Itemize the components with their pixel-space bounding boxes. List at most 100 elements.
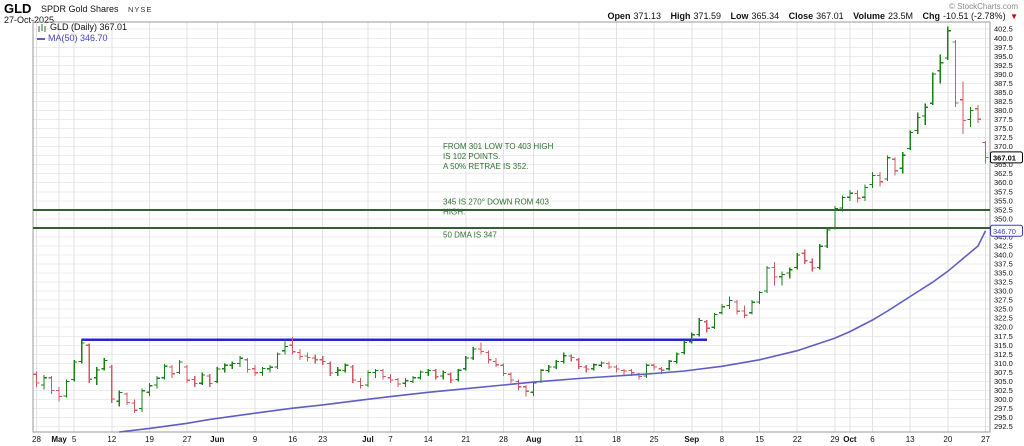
svg-text:22: 22 [793,435,802,444]
svg-text:397.5: 397.5 [994,43,1013,52]
ohlc-quote-bar: Open 371.13 High 371.59 Low 365.34 Close 367… [607,11,1018,21]
svg-text:307.5: 307.5 [994,368,1013,377]
svg-text:Aug: Aug [526,435,542,444]
svg-text:302.5: 302.5 [994,386,1013,395]
ma-value-badge [990,224,1023,237]
svg-text:Jun: Jun [210,435,224,444]
svg-text:382.5: 382.5 [994,97,1013,106]
svg-text:370.0: 370.0 [994,142,1013,151]
svg-text:322.5: 322.5 [994,314,1013,323]
chg-label: Chg [922,11,941,21]
svg-text:352.5: 352.5 [994,205,1013,214]
ohlc-bars [33,26,989,413]
close-label: Close [788,11,814,21]
volume-label: Volume [853,11,885,21]
low-value: 365.34 [751,11,780,21]
svg-text:315.0: 315.0 [994,341,1013,350]
ohlc-series-icon [38,24,46,32]
svg-text:16: 16 [288,435,297,444]
svg-text:340.0: 340.0 [994,250,1013,259]
price-series-label: GLD (Daily) 367.01 [50,22,128,33]
svg-text:360.0: 360.0 [994,178,1013,187]
svg-text:28: 28 [499,435,508,444]
svg-text:387.5: 387.5 [994,79,1013,88]
svg-text:335.0: 335.0 [994,269,1013,278]
svg-text:325.0: 325.0 [994,305,1013,314]
svg-text:350.0: 350.0 [994,214,1013,223]
security-name: SPDR Gold Shares [41,4,119,14]
svg-text:392.5: 392.5 [994,61,1013,70]
svg-text:5: 5 [72,435,77,444]
svg-text:13: 13 [906,435,915,444]
svg-text:342.5: 342.5 [994,241,1013,250]
svg-text:9: 9 [253,435,258,444]
x-axis-labels: 28 May 5 12 19 27 Jun 9 16 23 Jul 7 14 21 28 Aug 11 18 25 S… [32,435,990,444]
svg-text:402.5: 402.5 [994,25,1013,34]
down-arrow-icon: ▼ [1010,12,1018,21]
svg-text:29: 29 [830,435,839,444]
high-label: High [670,11,691,21]
svg-text:395.0: 395.0 [994,52,1013,61]
chg-value: -10.51 (-2.78%) [943,11,1006,21]
svg-text:330.0: 330.0 [994,287,1013,296]
svg-text:320.0: 320.0 [994,323,1013,332]
svg-text:27: 27 [981,435,990,444]
copyright-notice: © StockCharts.com [948,2,1018,11]
svg-text:400.0: 400.0 [994,34,1013,43]
svg-text:327.5: 327.5 [994,296,1013,305]
annotation-text: 50 DMA IS 347 [443,230,497,239]
svg-text:6: 6 [870,435,875,444]
open-value: 371.13 [633,11,661,21]
svg-text:357.5: 357.5 [994,187,1013,196]
svg-text:12: 12 [107,435,116,444]
ma-series-label: MA(50) 346.70 [48,33,108,43]
svg-text:Sep: Sep [684,435,699,444]
high-value: 371.59 [693,11,722,21]
svg-text:367.01: 367.01 [993,153,1016,162]
svg-text:292.5: 292.5 [994,422,1013,431]
svg-text:337.5: 337.5 [994,260,1013,269]
svg-text:385.0: 385.0 [994,88,1013,97]
ma-line-swatch-icon [37,37,45,40]
svg-text:312.5: 312.5 [994,350,1013,359]
svg-text:14: 14 [424,435,433,444]
svg-text:7: 7 [388,435,393,444]
close-value-badge [990,151,1023,164]
svg-text:305.0: 305.0 [994,377,1013,386]
volume-value: 23.5M [888,11,914,21]
svg-text:18: 18 [612,435,621,444]
svg-text:19: 19 [145,435,154,444]
annotation-text: FROM 301 LOW TO 403 HIGH [443,142,554,151]
svg-text:297.5: 297.5 [994,404,1013,413]
svg-text:11: 11 [575,435,584,444]
svg-text:Jul: Jul [362,435,374,444]
svg-text:25: 25 [650,435,659,444]
svg-text:355.0: 355.0 [994,196,1013,205]
svg-text:365.0: 365.0 [994,160,1013,169]
ticker-symbol: GLD [4,1,32,16]
svg-text:May: May [51,435,67,444]
svg-text:300.0: 300.0 [994,395,1013,404]
chart-date: 27-Oct-2025 [4,15,55,25]
svg-text:310.0: 310.0 [994,359,1013,368]
annotation-text: 345 IS 270° DOWN ROM 403 [443,197,549,206]
price-series-legend: GLD (Daily) 367.01 [37,23,127,33]
svg-text:21: 21 [461,435,470,444]
chart-legend: GLD (Daily) 367.01 MA(50) 346.70 [37,23,127,44]
annotation-text: HIGH. [443,207,465,216]
svg-text:Oct: Oct [843,435,857,444]
annotation-text: IS 102 POINTS. [443,152,500,161]
svg-text:332.5: 332.5 [994,278,1013,287]
svg-text:346.70: 346.70 [993,227,1016,236]
exchange-label: NYSE [128,5,153,14]
svg-text:23: 23 [318,435,327,444]
svg-text:380.0: 380.0 [994,106,1013,115]
svg-text:372.5: 372.5 [994,133,1013,142]
svg-text:317.5: 317.5 [994,332,1013,341]
open-label: Open [607,11,631,21]
svg-text:362.5: 362.5 [994,169,1013,178]
svg-text:27: 27 [183,435,192,444]
svg-text:28: 28 [32,435,41,444]
